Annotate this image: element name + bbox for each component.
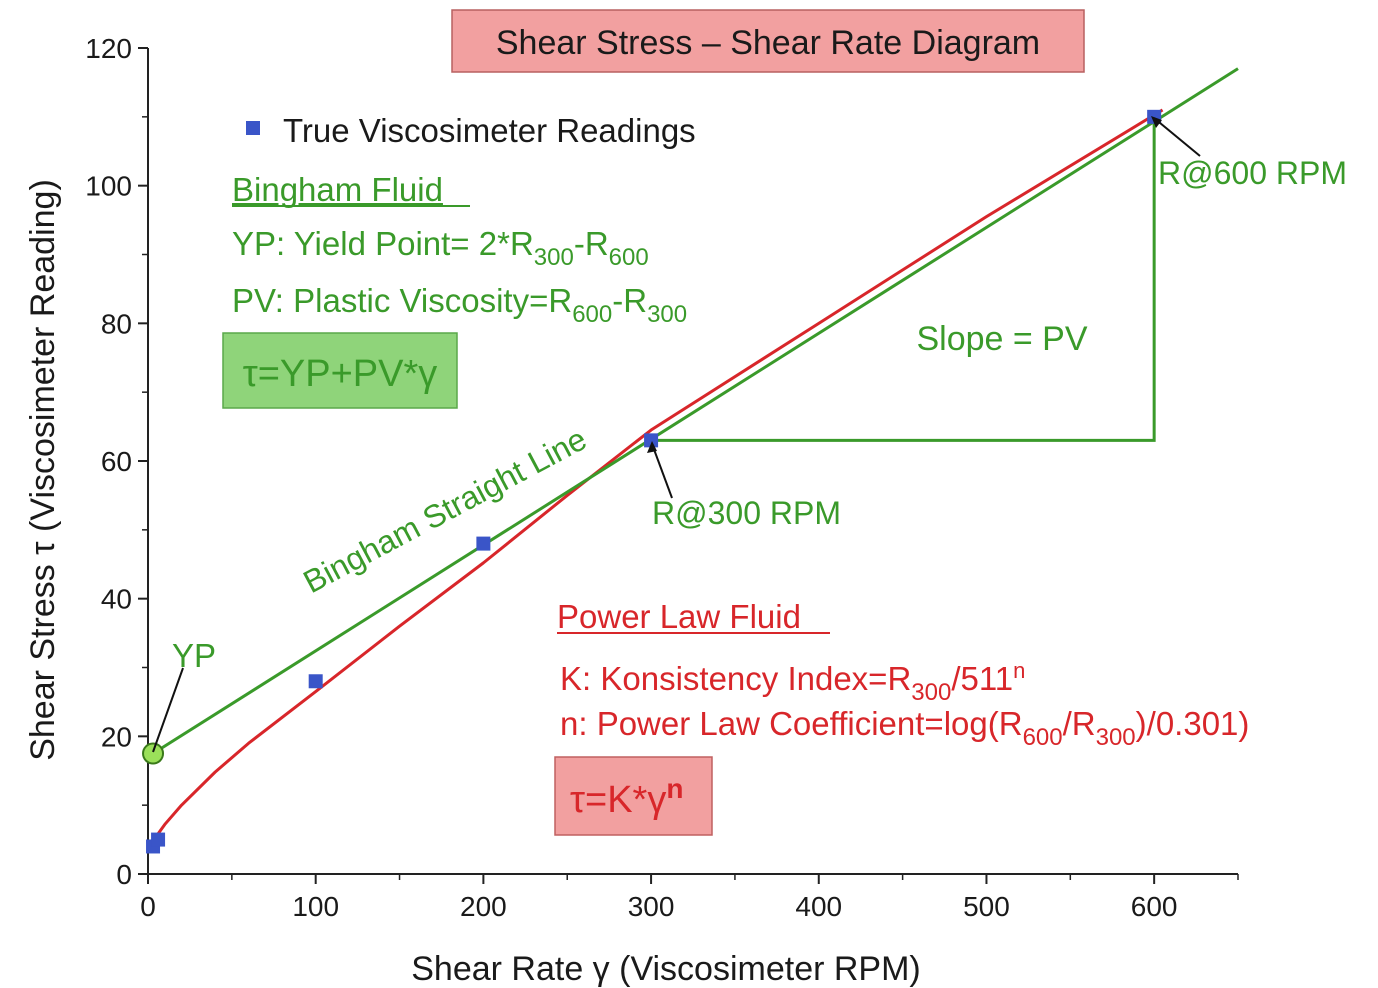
r600-arrowhead — [1151, 116, 1162, 128]
reading-point — [476, 536, 491, 551]
pv-formula-sub2: 300 — [647, 301, 687, 328]
slope-label: Slope = PV — [916, 320, 1087, 358]
x-axis-label: Shear Rate γ (Viscosimeter RPM) — [411, 950, 921, 988]
yp-marker — [142, 742, 165, 765]
power-equation: τ=K*γn — [570, 773, 683, 821]
n-formula-tail: )/0.301) — [1136, 705, 1250, 742]
y-axis-label: Shear Stress τ (Viscosimeter Reading) — [24, 179, 62, 761]
k-formula-text: K: Konsistency Index=R — [560, 660, 911, 697]
bingham-heading: Bingham Fluid — [232, 171, 443, 208]
r600-label: R@600 RPM — [1158, 155, 1347, 191]
reading-point — [644, 433, 659, 448]
x-tick-label: 600 — [1131, 891, 1178, 922]
y-tick-label: 60 — [101, 446, 132, 477]
chart-title: Shear Stress – Shear Rate Diagram — [496, 24, 1040, 62]
n-formula-sub1: 600 — [1023, 724, 1063, 751]
tick-marks — [138, 47, 1239, 884]
yp-formula-sub2: 600 — [609, 244, 649, 271]
power-law-curve — [155, 108, 1164, 838]
r300-arrowhead — [647, 441, 657, 453]
k-formula-sup: n — [1013, 658, 1025, 683]
power-equation-text: τ=K*γ — [570, 779, 666, 821]
yp-leader — [152, 667, 184, 753]
power-equation-box — [554, 756, 713, 836]
n-formula-mid: /R — [1063, 705, 1096, 742]
bingham-equation-box — [222, 332, 458, 409]
k-formula-sub: 300 — [911, 679, 951, 706]
slope-triangle — [651, 116, 1156, 442]
r300-label: R@300 RPM — [652, 495, 841, 531]
x-tick-label: 500 — [963, 891, 1010, 922]
pv-formula-text: PV: Plastic Viscosity=R — [232, 282, 572, 319]
yp-formula-sub1: 300 — [534, 244, 574, 271]
y-tick-label: 0 — [116, 859, 132, 890]
x-tick-label: 200 — [460, 891, 507, 922]
reading-point — [308, 674, 323, 689]
pv-formula-sub1: 600 — [572, 301, 612, 328]
yp-formula: YP: Yield Point= 2*R300-R600 — [232, 225, 649, 271]
power-equation-sup: n — [666, 773, 683, 804]
tick-labels: 0 100 200 300 400 500 600 0 20 40 60 80 100 120 — [85, 33, 1177, 922]
y-tick-label: 120 — [85, 33, 132, 64]
x-tick-label: 400 — [795, 891, 842, 922]
series-layer — [142, 67, 1239, 854]
y-tick-label: 20 — [101, 721, 132, 752]
title-box — [451, 9, 1085, 73]
bingham-line — [152, 67, 1239, 755]
legend-label: True Viscosimeter Readings — [283, 112, 696, 149]
n-formula-text: n: Power Law Coefficient=log(R — [560, 705, 1023, 742]
yp-formula-text: YP: Yield Point= 2*R — [232, 225, 534, 262]
yp-label: YP — [172, 637, 216, 674]
x-tick-label: 0 — [140, 891, 156, 922]
y-tick-label: 100 — [85, 171, 132, 202]
r600-leader — [1153, 117, 1201, 157]
k-formula: K: Konsistency Index=R300/511n — [560, 658, 1025, 706]
yp-formula-mid: -R — [574, 225, 609, 262]
r300-leader — [651, 443, 673, 499]
y-tick-label: 80 — [101, 308, 132, 339]
power-heading: Power Law Fluid — [557, 598, 801, 635]
reading-point — [151, 832, 166, 847]
bingham-equation: τ=YP+PV*γ — [243, 353, 438, 395]
legend-marker — [246, 121, 260, 135]
x-tick-label: 300 — [628, 891, 675, 922]
y-tick-label: 40 — [101, 584, 132, 615]
pv-formula: PV: Plastic Viscosity=R600-R300 — [232, 282, 687, 328]
n-formula: n: Power Law Coefficient=log(R600/R300)/… — [560, 705, 1249, 751]
pv-formula-mid: -R — [612, 282, 647, 319]
k-formula-tail: /511 — [951, 660, 1013, 697]
n-formula-sub2: 300 — [1096, 724, 1136, 751]
x-tick-label: 100 — [292, 891, 339, 922]
